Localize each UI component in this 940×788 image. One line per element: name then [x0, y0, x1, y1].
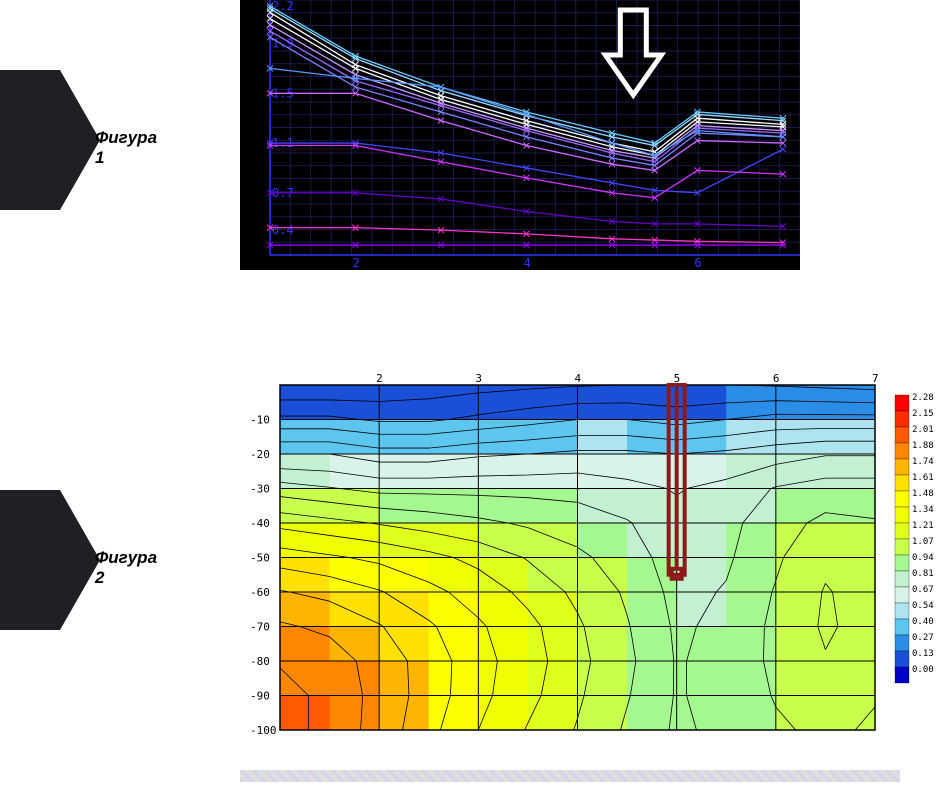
svg-text:0.94: 0.94 [912, 553, 934, 563]
svg-text:-50: -50 [250, 552, 270, 565]
fig1-chart: 0.40.71.11.51.92.2246 [240, 0, 800, 270]
noise-strip [240, 770, 900, 782]
svg-text:2.28: 2.28 [912, 393, 934, 403]
line-chart-svg: 0.40.71.11.51.92.2246 [240, 0, 800, 270]
svg-text:0.67: 0.67 [912, 585, 934, 595]
svg-text:1.07: 1.07 [912, 537, 934, 547]
svg-text:0.27: 0.27 [912, 633, 934, 643]
svg-text:0.81: 0.81 [912, 569, 934, 579]
svg-text:7: 7 [872, 372, 879, 385]
contour-chart-svg: 234567-10-20-30-40-50-60-70-80-90-1002.2… [240, 370, 940, 750]
svg-text:1.21: 1.21 [912, 521, 934, 531]
svg-text:-70: -70 [250, 621, 270, 634]
svg-text:0.4: 0.4 [272, 223, 294, 237]
svg-text:0.54: 0.54 [912, 601, 934, 611]
svg-text:-80: -80 [250, 655, 270, 668]
svg-text:0.00: 0.00 [912, 665, 934, 675]
svg-text:2.01: 2.01 [912, 425, 934, 435]
pentagon-shape [0, 70, 100, 210]
svg-text:-20: -20 [250, 448, 270, 461]
pentagon-shape [0, 490, 100, 630]
svg-text:1.48: 1.48 [912, 489, 934, 499]
svg-text:1.88: 1.88 [912, 441, 934, 451]
svg-text:2.15: 2.15 [912, 409, 934, 419]
svg-text:2: 2 [352, 256, 359, 270]
svg-text:6: 6 [694, 256, 701, 270]
svg-text:1.34: 1.34 [912, 505, 934, 515]
svg-text:-60: -60 [250, 586, 270, 599]
fig2-label: Фигура 2 [95, 548, 157, 588]
svg-text:-10: -10 [250, 414, 270, 427]
svg-text:-40: -40 [250, 517, 270, 530]
svg-text:4: 4 [575, 372, 582, 385]
svg-text:6: 6 [773, 372, 780, 385]
svg-text:0.13: 0.13 [912, 649, 934, 659]
svg-text:-90: -90 [250, 690, 270, 703]
fig2-chart: 234567-10-20-30-40-50-60-70-80-90-1002.2… [240, 370, 940, 750]
svg-text:2: 2 [376, 372, 383, 385]
svg-text:-100: -100 [250, 724, 277, 737]
svg-text:-30: -30 [250, 483, 270, 496]
svg-text:3: 3 [475, 372, 482, 385]
svg-text:4: 4 [523, 256, 530, 270]
svg-text:1.74: 1.74 [912, 457, 934, 467]
svg-text:1.61: 1.61 [912, 473, 934, 483]
fig1-label: Фигура 1 [95, 128, 157, 168]
svg-text:0.40: 0.40 [912, 617, 934, 627]
